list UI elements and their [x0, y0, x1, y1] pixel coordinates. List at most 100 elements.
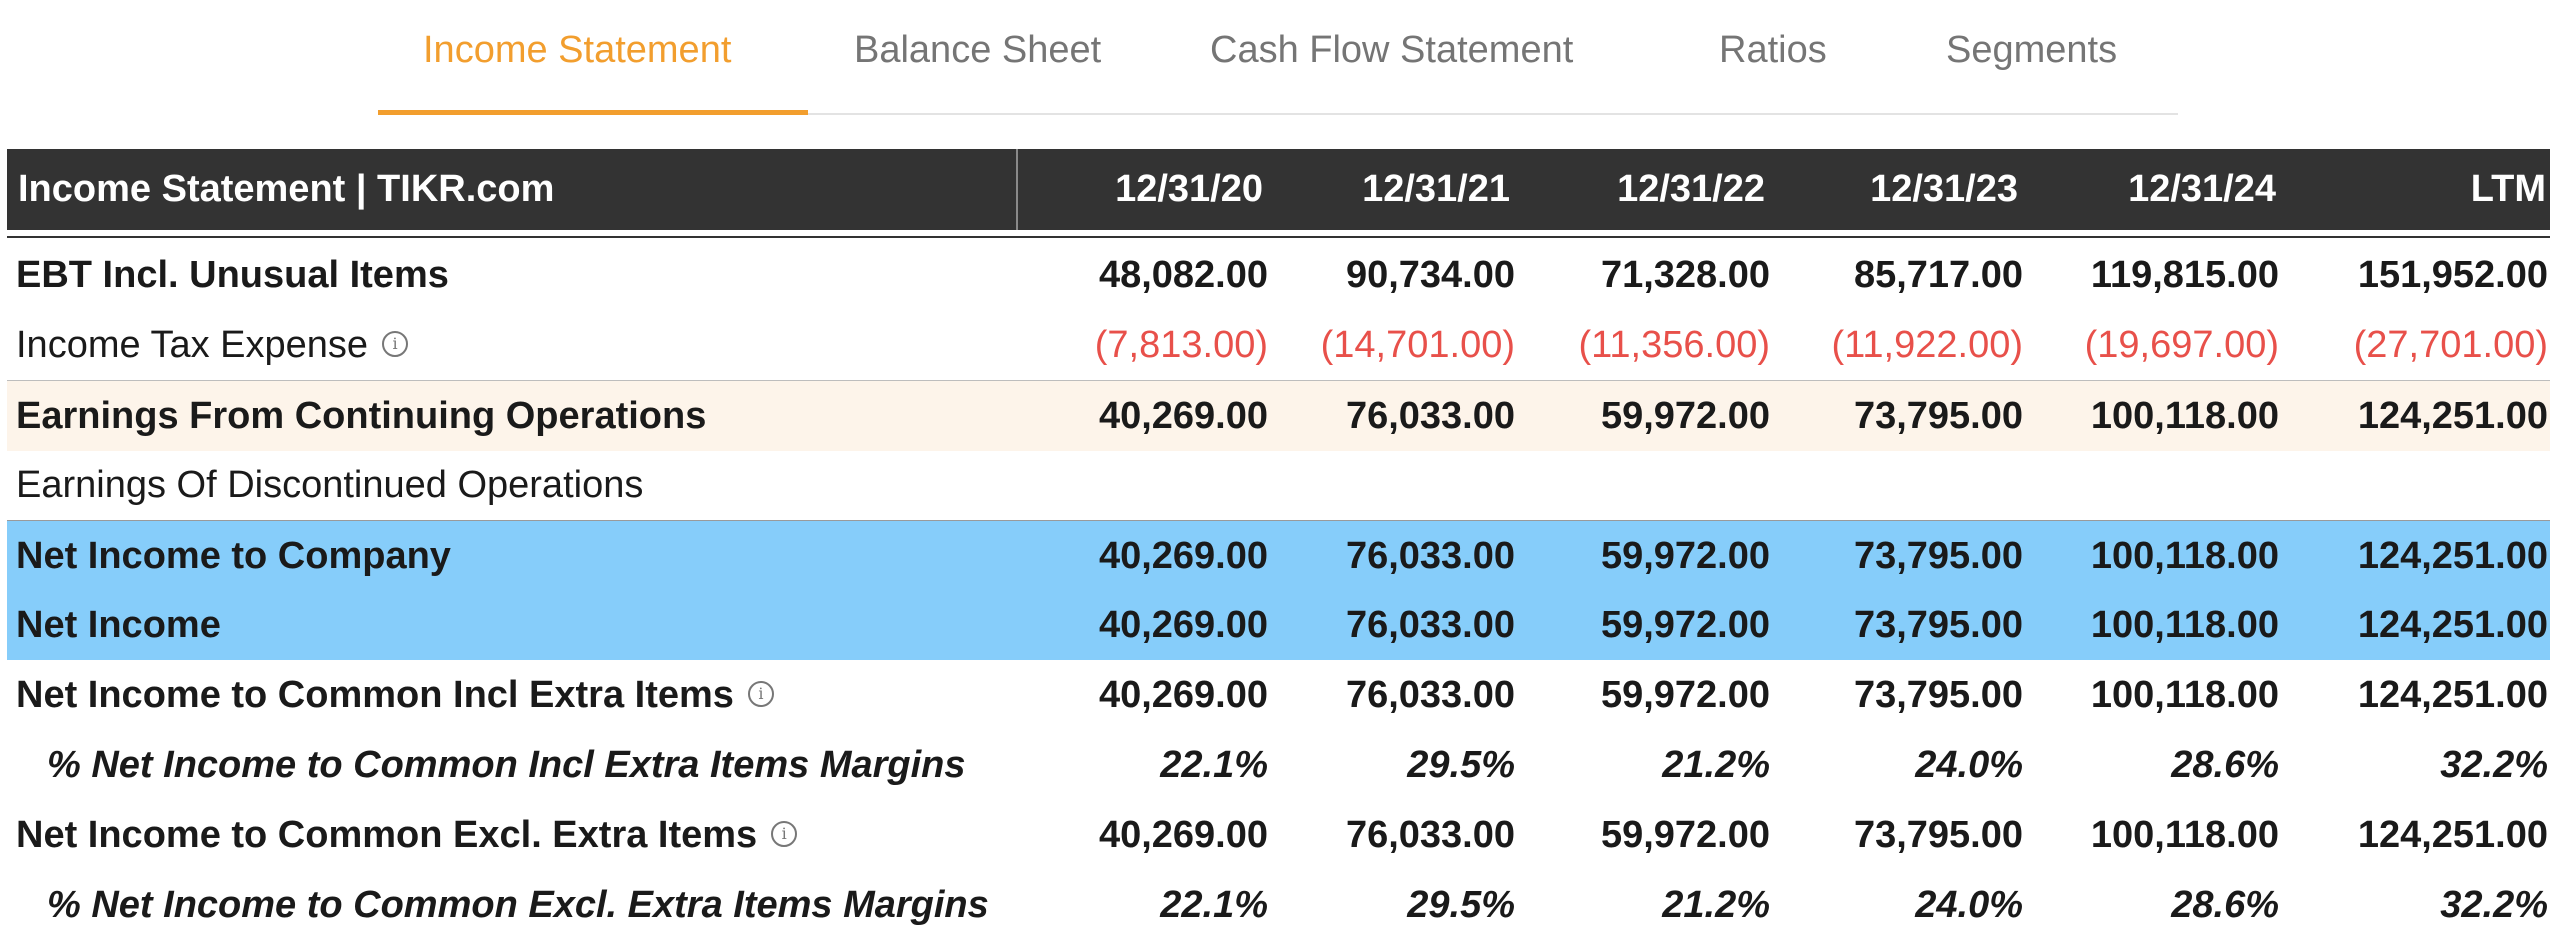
- row-label-text: % Net Income to Common Excl. Extra Items…: [47, 884, 989, 926]
- row-label: % Net Income to Common Excl. Extra Items…: [47, 870, 989, 940]
- row-label-text: Earnings From Continuing Operations: [16, 395, 707, 437]
- table-cell: 124,251.00: [2357, 395, 2548, 437]
- row-label: Earnings Of Discontinued Operations: [16, 450, 643, 520]
- table-cell: 24.0%: [1915, 744, 2023, 786]
- table-cell: 59,972.00: [1600, 604, 1770, 646]
- table-cell: 100,118.00: [2090, 395, 2279, 437]
- info-icon[interactable]: i: [771, 820, 798, 847]
- table-cell: 40,269.00: [1098, 814, 1268, 856]
- row-label-text: Net Income to Company: [16, 535, 451, 577]
- row-label: Earnings From Continuing Operations: [16, 381, 706, 451]
- table-cell: 76,033.00: [1345, 395, 1515, 437]
- table-cell: 100,118.00: [2090, 814, 2279, 856]
- table-cell: 100,118.00: [2090, 604, 2279, 646]
- table-cell: 124,251.00: [2357, 674, 2548, 716]
- table-cell: (19,697.00): [2084, 324, 2279, 366]
- info-icon[interactable]: i: [382, 330, 409, 357]
- tab-income-statement[interactable]: Income Statement: [423, 29, 732, 71]
- table-cell: (14,701.00): [1320, 324, 1515, 366]
- table-cell: 151,952.00: [2357, 254, 2548, 296]
- table-cell: 59,972.00: [1600, 814, 1770, 856]
- column-header[interactable]: 12/31/22: [1617, 168, 1765, 210]
- tab-segments[interactable]: Segments: [1946, 29, 2118, 71]
- header-underline: [7, 236, 2550, 238]
- table-cell: 32.2%: [2440, 744, 2548, 786]
- table-cell: 21.2%: [1662, 744, 1770, 786]
- tab-cash-flow-statement[interactable]: Cash Flow Statement: [1210, 29, 1574, 71]
- table-cell: 73,795.00: [1853, 814, 2023, 856]
- row-label: Net Income to Company: [16, 521, 451, 591]
- column-header[interactable]: 12/31/20: [1115, 168, 1263, 210]
- table-cell: 22.1%: [1160, 744, 1268, 786]
- table-row[interactable]: Net Income to Company 40,269.00 76,033.0…: [7, 520, 2550, 591]
- row-label: Income Tax Expense i: [16, 310, 409, 380]
- table-cell: 124,251.00: [2357, 604, 2548, 646]
- table-cell: (7,813.00): [1094, 324, 1268, 366]
- table-cell: 28.6%: [2171, 884, 2279, 926]
- table-cell: 40,269.00: [1098, 535, 1268, 577]
- table-cell: 59,972.00: [1600, 674, 1770, 716]
- row-label-text: Net Income to Common Excl. Extra Items: [16, 814, 758, 856]
- table-cell: 73,795.00: [1853, 395, 2023, 437]
- table-row[interactable]: Net Income to Common Excl. Extra Items i …: [7, 800, 2550, 870]
- table-cell: 73,795.00: [1853, 604, 2023, 646]
- table-cell: 40,269.00: [1098, 395, 1268, 437]
- tab-balance-sheet[interactable]: Balance Sheet: [854, 29, 1102, 71]
- table-cell: 22.1%: [1160, 884, 1268, 926]
- row-label-text: Earnings Of Discontinued Operations: [16, 464, 644, 506]
- table-cell: 40,269.00: [1098, 674, 1268, 716]
- table-cell: 29.5%: [1407, 884, 1515, 926]
- table-cell: 85,717.00: [1853, 254, 2023, 296]
- column-header[interactable]: LTM: [2470, 168, 2546, 210]
- table-cell: 24.0%: [1915, 884, 2023, 926]
- table-row[interactable]: % Net Income to Common Incl Extra Items …: [7, 730, 2550, 800]
- table-title: Income Statement | TIKR.com: [18, 168, 555, 210]
- table-row[interactable]: Income Tax Expense i (7,813.00) (14,701.0…: [7, 310, 2550, 380]
- table-cell: (11,356.00): [1578, 324, 1770, 366]
- table-cell: 59,972.00: [1600, 535, 1770, 577]
- table-cell: 73,795.00: [1853, 535, 2023, 577]
- table-cell: 71,328.00: [1600, 254, 1770, 296]
- table-row[interactable]: % Net Income to Common Excl. Extra Items…: [7, 870, 2550, 940]
- table-row[interactable]: Earnings From Continuing Operations 40,2…: [7, 380, 2550, 451]
- row-label-text: Net Income to Common Incl Extra Items: [16, 674, 734, 716]
- row-label: % Net Income to Common Incl Extra Items …: [47, 730, 966, 800]
- column-header[interactable]: 12/31/24: [2128, 168, 2276, 210]
- header-gap: [7, 230, 2550, 236]
- table-cell: 48,082.00: [1098, 254, 1268, 296]
- table-cell: 76,033.00: [1345, 674, 1515, 716]
- table-cell: 32.2%: [2440, 884, 2548, 926]
- table-cell: 59,972.00: [1600, 395, 1770, 437]
- table-cell: 73,795.00: [1853, 674, 2023, 716]
- table-header: Income Statement | TIKR.com 12/31/20 12/…: [7, 149, 2550, 230]
- info-icon[interactable]: i: [747, 680, 774, 707]
- row-label: EBT Incl. Unusual Items: [16, 240, 449, 310]
- active-tab-indicator: [378, 110, 808, 115]
- row-label-text: EBT Incl. Unusual Items: [16, 254, 449, 296]
- row-label-text: % Net Income to Common Incl Extra Items …: [47, 744, 966, 786]
- table-cell: 76,033.00: [1345, 604, 1515, 646]
- column-header[interactable]: 12/31/21: [1362, 168, 1510, 210]
- table-cell: 100,118.00: [2090, 674, 2279, 716]
- tabs-divider: [378, 113, 2178, 115]
- header-divider: [1016, 149, 1018, 230]
- table-cell: 76,033.00: [1345, 535, 1515, 577]
- row-label-text: Net Income: [16, 604, 221, 646]
- row-label: Net Income to Common Excl. Extra Items i: [16, 800, 798, 870]
- table-cell: 124,251.00: [2357, 535, 2548, 577]
- tab-ratios[interactable]: Ratios: [1719, 29, 1827, 71]
- table-cell: 119,815.00: [2090, 254, 2279, 296]
- table-row[interactable]: Net Income to Common Incl Extra Items i 4…: [7, 660, 2550, 730]
- table-row[interactable]: EBT Incl. Unusual Items 48,082.00 90,734…: [7, 240, 2550, 310]
- row-label: Net Income to Common Incl Extra Items i: [16, 660, 774, 730]
- table-cell: 29.5%: [1407, 744, 1515, 786]
- table-cell: 90,734.00: [1345, 254, 1515, 296]
- table-cell: (11,922.00): [1831, 324, 2023, 366]
- table-cell: 28.6%: [2171, 744, 2279, 786]
- table-cell: 76,033.00: [1345, 814, 1515, 856]
- table-row[interactable]: Earnings Of Discontinued Operations: [7, 450, 2550, 520]
- table-cell: 21.2%: [1662, 884, 1770, 926]
- statement-tabs: Income Statement Balance Sheet Cash Flow…: [378, 0, 2178, 116]
- column-header[interactable]: 12/31/23: [1870, 168, 2018, 210]
- table-row[interactable]: Net Income 40,269.00 76,033.00 59,972.00…: [7, 590, 2550, 660]
